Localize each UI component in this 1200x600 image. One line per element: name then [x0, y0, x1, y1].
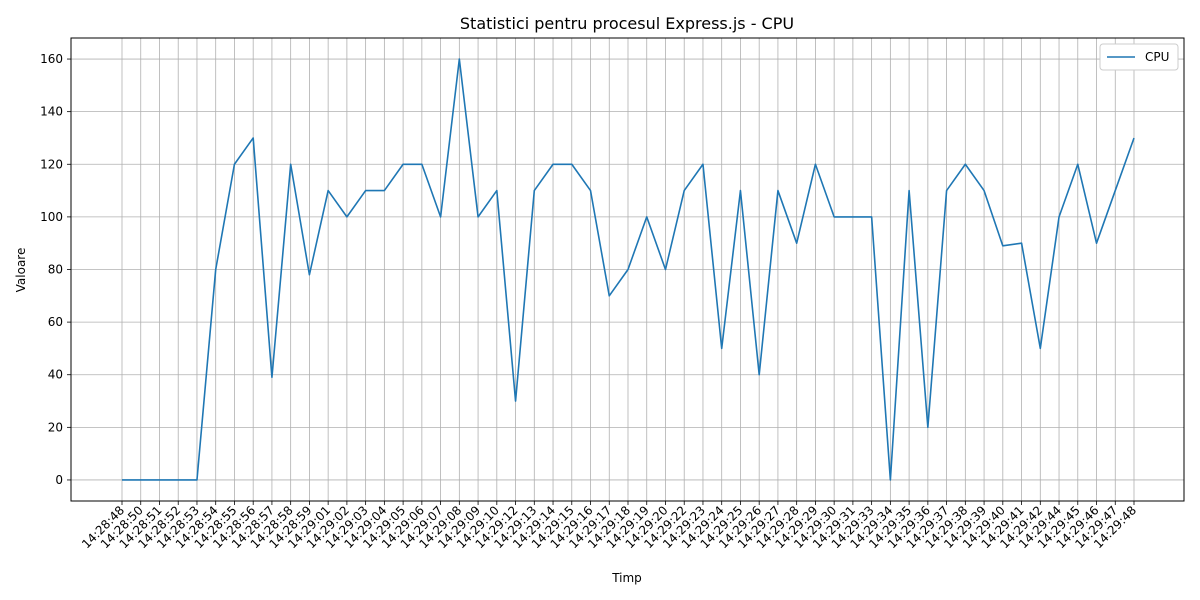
y-tick-label: 20 [48, 420, 63, 434]
legend-box [1099, 43, 1179, 71]
y-tick-label: 0 [55, 473, 63, 487]
y-axis: 0 20 40 60 80 100 120 140 160 [40, 52, 71, 487]
chart-title: Statistici pentru procesul Express.js - … [460, 14, 794, 33]
y-tick-label: 120 [40, 157, 63, 171]
series-group [121, 58, 1135, 481]
y-tick-label: 60 [48, 315, 63, 329]
y-tick-label: 40 [48, 368, 63, 382]
legend-label-cpu: CPU [1145, 50, 1169, 64]
y-tick-label: 140 [40, 105, 63, 119]
y-axis-title: Valoare [14, 248, 28, 293]
legend: CPU [1099, 43, 1179, 71]
x-axis: 14:28:4814:28:5014:28:5114:28:5214:28:53… [79, 501, 1139, 551]
y-tick-label: 160 [40, 52, 63, 66]
y-tick-label: 80 [48, 263, 63, 277]
x-axis-title: Timp [611, 571, 642, 585]
y-tick-label: 100 [40, 210, 63, 224]
